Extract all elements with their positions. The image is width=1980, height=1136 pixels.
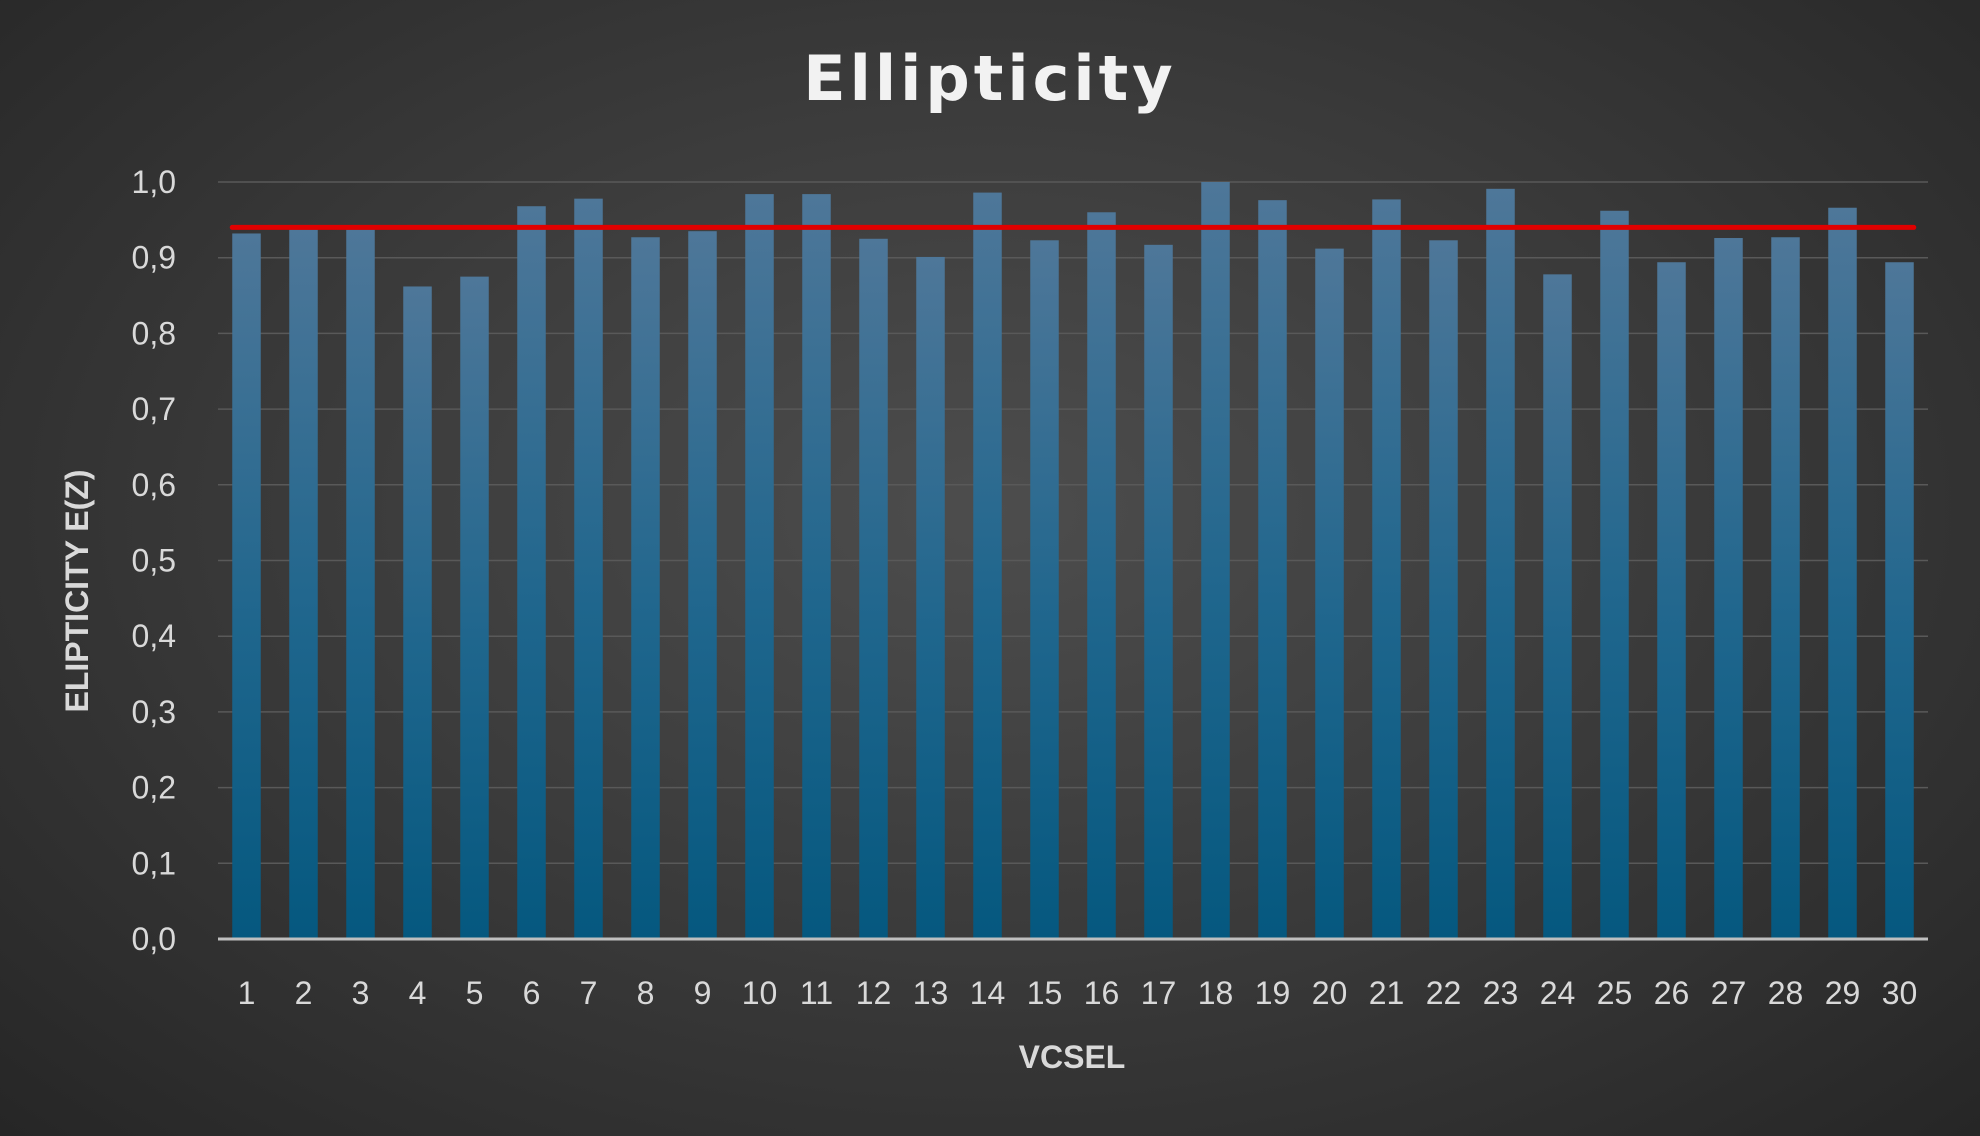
bar: [1315, 248, 1344, 940]
bar: [802, 194, 831, 939]
bar: [1201, 182, 1230, 939]
x-tick-label: 15: [1027, 975, 1063, 1011]
gridlines: [218, 181, 1928, 865]
x-tick-label: 28: [1768, 975, 1804, 1011]
bar: [460, 276, 489, 939]
bar: [916, 256, 945, 939]
x-tick-label: 13: [913, 975, 949, 1011]
bar: [1030, 240, 1059, 939]
y-axis-label: ELIPTICITY E(Z): [59, 470, 95, 713]
bar: [574, 198, 603, 940]
x-tick-label: 10: [742, 975, 778, 1011]
bar: [859, 238, 888, 939]
bar: [346, 229, 375, 940]
y-tick-label: 0,4: [132, 618, 176, 654]
chart-title: Ellipticity: [803, 42, 1176, 115]
x-tick-label: 1: [238, 975, 256, 1011]
x-tick-label: 5: [466, 975, 484, 1011]
bar: [1372, 199, 1401, 939]
bar: [1828, 207, 1857, 939]
bar: [973, 192, 1002, 939]
y-tick-label: 0,0: [132, 921, 176, 957]
bar: [403, 286, 432, 939]
x-tick-label: 17: [1141, 975, 1177, 1011]
x-tick-label: 6: [523, 975, 541, 1011]
x-tick-label: 16: [1084, 975, 1120, 1011]
x-tick-label: 3: [352, 975, 370, 1011]
x-tick-label: 8: [637, 975, 655, 1011]
x-tick-label: 2: [295, 975, 313, 1011]
y-tick-label: 0,3: [132, 694, 176, 730]
x-tick-label: 25: [1597, 975, 1633, 1011]
bar: [1714, 238, 1743, 939]
bar: [1486, 188, 1515, 940]
x-tick-label: 9: [694, 975, 712, 1011]
x-tick-label: 21: [1369, 975, 1405, 1011]
y-tick-label: 1,0: [132, 164, 176, 200]
y-tick-label: 0,5: [132, 543, 176, 579]
bar: [745, 194, 774, 939]
y-tick-label: 0,8: [132, 315, 176, 351]
x-tick-label: 4: [409, 975, 427, 1011]
x-tick-label: 27: [1711, 975, 1747, 1011]
y-tick-label: 0,1: [132, 845, 176, 881]
x-axis-label: VCSEL: [1019, 1039, 1126, 1075]
bar: [232, 233, 261, 939]
y-tick-label: 0,9: [132, 240, 176, 276]
bar: [1771, 237, 1800, 940]
x-tick-label: 20: [1312, 975, 1348, 1011]
x-tick-label: 26: [1654, 975, 1690, 1011]
x-tick-label: 19: [1255, 975, 1291, 1011]
bars: [229, 182, 1917, 940]
x-tick-label: 22: [1426, 975, 1462, 1011]
x-tick-label: 29: [1825, 975, 1861, 1011]
x-tick-label: 30: [1882, 975, 1918, 1011]
bar: [1258, 200, 1287, 940]
axes: 0,00,10,20,30,40,50,60,70,80,91,01 2 3 4 5 6 7…: [132, 164, 1928, 1011]
x-tick-label: 14: [970, 975, 1006, 1011]
x-tick-label: 11: [800, 975, 833, 1011]
bar: [1657, 262, 1686, 939]
bar: [1885, 262, 1914, 939]
bar: [1429, 240, 1458, 939]
x-tick-label: 23: [1483, 975, 1519, 1011]
x-tick-label: 24: [1540, 975, 1576, 1011]
x-tick-label: 7: [580, 975, 598, 1011]
bar: [1087, 212, 1116, 939]
bar: [1600, 210, 1629, 940]
y-tick-label: 0,7: [132, 391, 176, 427]
bar: [289, 229, 318, 940]
y-tick-label: 0,6: [132, 467, 176, 503]
bar: [631, 237, 660, 940]
bar: [1144, 244, 1173, 939]
bar: [517, 206, 546, 939]
y-tick-label: 0,2: [132, 770, 176, 806]
bar: [1543, 274, 1572, 939]
bar: [688, 231, 717, 939]
x-tick-label: 18: [1198, 975, 1234, 1011]
x-tick-label: 12: [856, 975, 892, 1011]
